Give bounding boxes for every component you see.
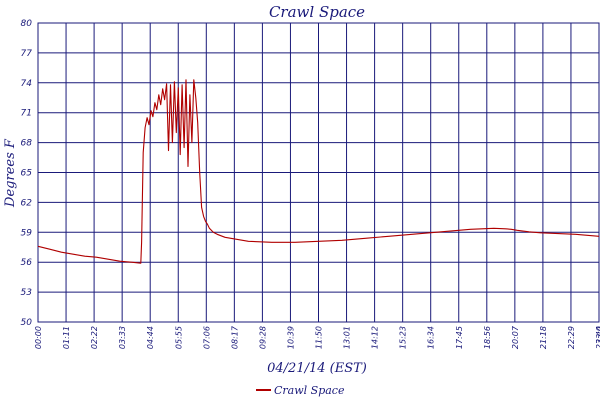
x-tick-label: 13:01 — [343, 326, 352, 349]
y-tick-label: 65 — [21, 169, 33, 179]
x-tick-labels: 00:00 01:11 02:22 03:33 04:44 05:55 07:06 08:17… — [34, 325, 600, 349]
y-tick-label: 62 — [21, 198, 33, 208]
x-tick-label: 18:56 — [483, 326, 492, 349]
y-tick-labels: 50 53 56 59 62 65 68 71 74 77 80 — [21, 19, 33, 328]
x-tick-label: 16:34 — [427, 326, 436, 349]
x-tick-label: 20:07 — [511, 325, 520, 349]
x-axis-title: 04/21/14 (EST) — [267, 361, 367, 376]
x-tick-label: 01:11 — [62, 326, 71, 349]
y-tick-label: 80 — [21, 19, 33, 29]
legend: Crawl Space — [256, 384, 345, 397]
x-tick-label: 08:17 — [230, 325, 239, 349]
x-tick-label: 07:06 — [202, 326, 211, 349]
chart-grid — [37, 22, 600, 323]
x-tick-label: 02:22 — [90, 326, 99, 349]
x-tick-label: 22:29 — [567, 326, 576, 349]
x-tick-label: 00:00 — [34, 326, 43, 349]
y-tick-label: 74 — [21, 79, 33, 89]
x-tick-label: 09:28 — [258, 326, 267, 349]
x-tick-label: 14:12 — [371, 326, 380, 349]
x-tick-label: 23:4 — [595, 326, 600, 344]
x-tick-label: 05:55 — [174, 326, 183, 349]
x-tick-label: 17:45 — [455, 326, 464, 349]
x-tick-label: 03:33 — [118, 326, 127, 349]
series-line-crawl-space — [37, 79, 600, 264]
x-tick-label: 15:23 — [399, 326, 408, 349]
y-axis-title: Degrees F — [3, 138, 18, 208]
chart-title: Crawl Space — [269, 3, 365, 21]
y-tick-label: 53 — [21, 288, 33, 298]
y-tick-label: 56 — [21, 258, 33, 268]
x-tick-label: 21:18 — [539, 326, 548, 349]
legend-label: Crawl Space — [274, 384, 345, 397]
x-tick-label: 23:40 — [595, 326, 600, 349]
x-tick-label: 11:50 — [315, 326, 324, 349]
x-tick-label: 10:39 — [286, 326, 295, 349]
x-tick-label: 04:44 — [146, 326, 155, 349]
y-tick-label: 68 — [21, 139, 33, 149]
y-tick-label: 77 — [21, 49, 33, 59]
y-tick-label: 59 — [21, 228, 33, 238]
y-tick-label: 50 — [21, 318, 33, 328]
y-tick-label: 71 — [21, 109, 32, 119]
